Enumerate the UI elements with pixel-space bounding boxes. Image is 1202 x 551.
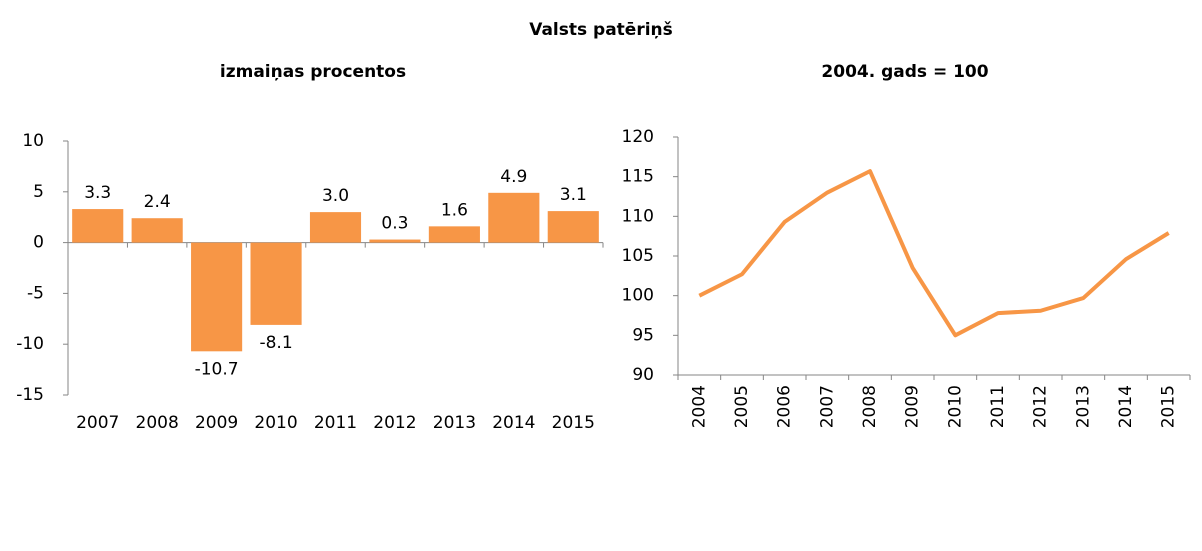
bar bbox=[369, 239, 421, 243]
data-label: -8.1 bbox=[259, 333, 292, 353]
x-tick-label: 2008 bbox=[860, 385, 880, 428]
data-label: 1.6 bbox=[441, 200, 468, 220]
data-label: 0.3 bbox=[381, 214, 408, 234]
x-tick-label: 2007 bbox=[76, 413, 119, 433]
x-tick-label: 2008 bbox=[136, 413, 179, 433]
x-tick-label: 2012 bbox=[1031, 385, 1051, 428]
page-title: Valsts patēriņš bbox=[529, 20, 673, 40]
y-tick-label: 90 bbox=[632, 365, 654, 385]
x-tick-label: 2014 bbox=[1116, 385, 1136, 428]
x-tick-label: 2010 bbox=[945, 385, 965, 428]
x-tick-label: 2011 bbox=[314, 413, 357, 433]
x-tick-label: 2013 bbox=[1073, 385, 1093, 428]
x-tick-label: 2010 bbox=[254, 413, 297, 433]
x-tick-label: 2014 bbox=[492, 413, 535, 433]
x-tick-label: 2012 bbox=[373, 413, 416, 433]
x-tick-label: 2015 bbox=[552, 413, 595, 433]
chart-title: izmaiņas procentos bbox=[220, 62, 406, 82]
y-tick-label: -5 bbox=[27, 283, 44, 303]
x-tick-label: 2009 bbox=[903, 385, 923, 428]
bar bbox=[191, 242, 243, 352]
y-tick-label: 5 bbox=[33, 182, 44, 202]
data-label: -10.7 bbox=[195, 359, 239, 379]
x-tick-label: 2011 bbox=[988, 385, 1008, 428]
bar bbox=[250, 242, 302, 325]
x-tick-label: 2015 bbox=[1159, 385, 1179, 428]
y-tick-label: 0 bbox=[33, 233, 44, 253]
x-tick-label: 2009 bbox=[195, 413, 238, 433]
bar bbox=[72, 209, 124, 243]
data-label: 4.9 bbox=[500, 167, 527, 187]
chart-title: 2004. gads = 100 bbox=[821, 62, 988, 82]
y-tick-label: -15 bbox=[16, 385, 44, 405]
x-tick-label: 2013 bbox=[433, 413, 476, 433]
y-tick-label: 120 bbox=[622, 127, 654, 147]
line-series bbox=[698, 169, 1170, 338]
x-tick-label: 2007 bbox=[817, 385, 837, 428]
x-tick-label: 2005 bbox=[732, 385, 752, 428]
data-label: 3.3 bbox=[84, 183, 111, 203]
y-tick-label: 110 bbox=[622, 206, 654, 226]
data-label: 3.0 bbox=[322, 186, 349, 206]
bar bbox=[488, 192, 540, 243]
y-tick-label: 95 bbox=[632, 325, 654, 345]
y-tick-label: 100 bbox=[622, 286, 654, 306]
bar bbox=[428, 226, 480, 243]
y-tick-label: -10 bbox=[16, 334, 44, 354]
bar bbox=[131, 218, 183, 243]
data-label: 2.4 bbox=[144, 192, 171, 212]
bar bbox=[309, 212, 362, 243]
data-label: 3.1 bbox=[560, 185, 587, 205]
y-tick-label: 10 bbox=[22, 131, 44, 151]
y-tick-label: 115 bbox=[622, 167, 654, 187]
bar bbox=[547, 211, 599, 243]
x-tick-label: 2004 bbox=[689, 385, 709, 428]
x-tick-label: 2006 bbox=[775, 385, 795, 428]
y-tick-label: 105 bbox=[622, 246, 654, 266]
